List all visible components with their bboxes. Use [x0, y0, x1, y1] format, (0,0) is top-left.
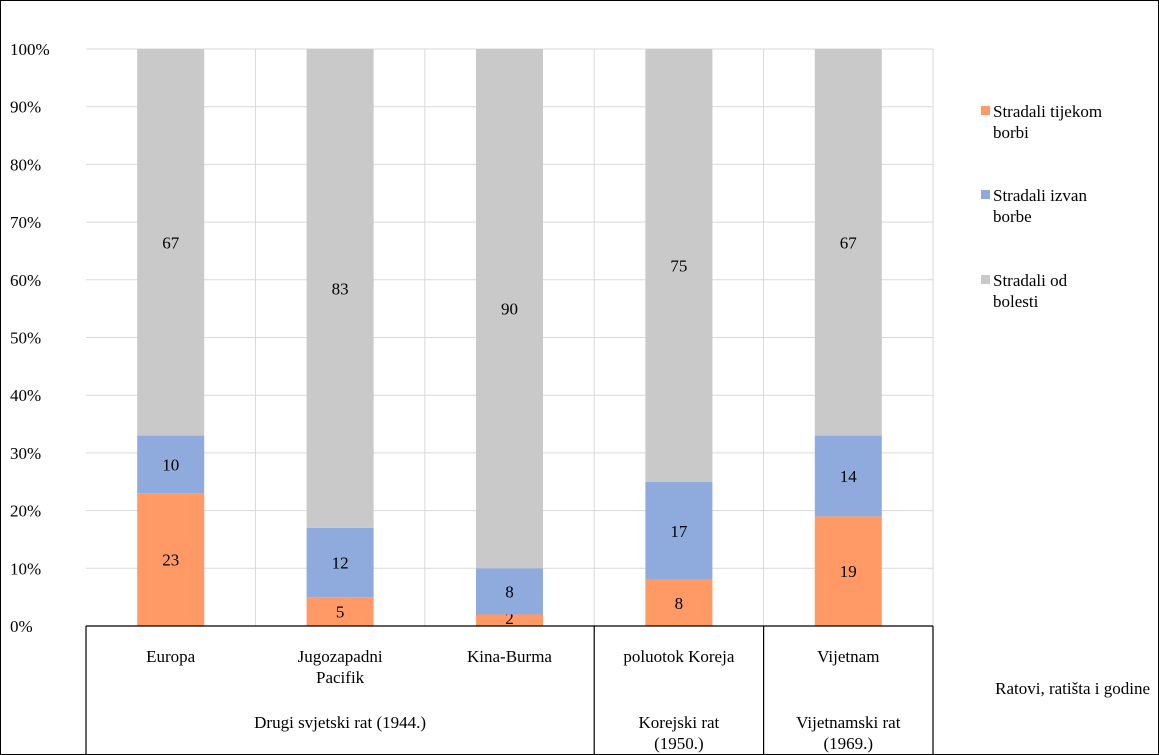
bar-segment [476, 568, 543, 615]
group-label: (1950.) [654, 734, 704, 753]
data-label: 75 [670, 256, 687, 275]
bar-segment [137, 435, 205, 494]
group-label: (1969.) [824, 734, 874, 753]
data-label: 19 [840, 562, 857, 581]
y-axis-tick-labels: 0% 10% 20% 30% 40% 50% 60% 70% 80% 90% 100% [10, 40, 50, 636]
data-label: 83 [332, 279, 349, 298]
x-tick-label: Kina-Burma [467, 647, 552, 666]
bar-segment [306, 527, 374, 598]
x-tick-label: Europa [146, 647, 196, 666]
bar-segment [814, 516, 882, 626]
y-tick-label: 80% [10, 155, 41, 174]
bar-segment [476, 614, 543, 626]
legend-label: Stradali od [993, 271, 1068, 290]
bar-segment [814, 435, 882, 517]
x-tick-label: Vijetnam [817, 647, 879, 666]
bar-segment [137, 493, 205, 626]
legend-label: bolesti [993, 292, 1039, 311]
group-label: Vijetnamski rat [796, 713, 901, 732]
data-label: 2 [505, 609, 514, 628]
legend-label: borbe [993, 207, 1032, 226]
y-tick-label: 60% [10, 271, 41, 290]
bar-segment [137, 49, 205, 436]
legend-swatch [981, 275, 990, 284]
legend-label: borbi [993, 123, 1029, 142]
legend-label: Stradali izvan [993, 186, 1087, 205]
bar-segment [645, 579, 713, 626]
data-label: 67 [840, 233, 858, 252]
group-label: Korejski rat [639, 713, 720, 732]
data-label: 12 [332, 554, 349, 573]
legend-swatch [981, 190, 990, 199]
y-tick-label: 40% [10, 386, 41, 405]
x-tick-label: Pacifik [316, 668, 365, 687]
x-tick-label: poluotok Koreja [623, 647, 734, 666]
x-tick-label: Jugozapadni [298, 647, 383, 666]
data-label: 67 [162, 233, 180, 252]
y-tick-label: 50% [10, 329, 41, 348]
y-tick-label: 90% [10, 98, 41, 117]
legend: Stradali tijekom borbi Stradali izvan borbe… [981, 102, 1102, 311]
x-axis: Drugi svjetski rat (1944.) Korejski rat (1… [85, 625, 1150, 755]
y-tick-label: 100% [10, 40, 50, 59]
data-label: 14 [840, 467, 858, 486]
y-tick-label: 30% [10, 444, 41, 463]
bar-segment [306, 49, 374, 528]
data-label: 90 [501, 300, 518, 319]
data-label: 17 [670, 522, 688, 541]
y-tick-label: 0% [10, 617, 33, 636]
data-label: 23 [162, 551, 179, 570]
bar-segment [306, 597, 374, 626]
y-tick-label: 70% [10, 213, 41, 232]
x-axis-title: Ratovi, ratišta i godine [995, 679, 1150, 698]
bar-segment [476, 49, 543, 569]
group-label: Drugi svjetski rat (1944.) [254, 713, 426, 732]
bar-segment [645, 481, 713, 580]
bar-segment [814, 49, 882, 436]
bar-segment [645, 49, 713, 482]
y-tick-label: 10% [10, 559, 41, 578]
grid-lines [86, 48, 934, 626]
bars: 23 10 67 5 12 83 2 8 90 8 17 75 19 14 67 [137, 49, 882, 628]
data-label: 8 [505, 582, 514, 601]
y-tick-label: 20% [10, 502, 41, 521]
data-label: 5 [336, 603, 345, 622]
legend-swatch [981, 106, 990, 115]
legend-label: Stradali tijekom [993, 102, 1102, 121]
data-label: 8 [675, 594, 684, 613]
data-label: 10 [162, 455, 179, 474]
